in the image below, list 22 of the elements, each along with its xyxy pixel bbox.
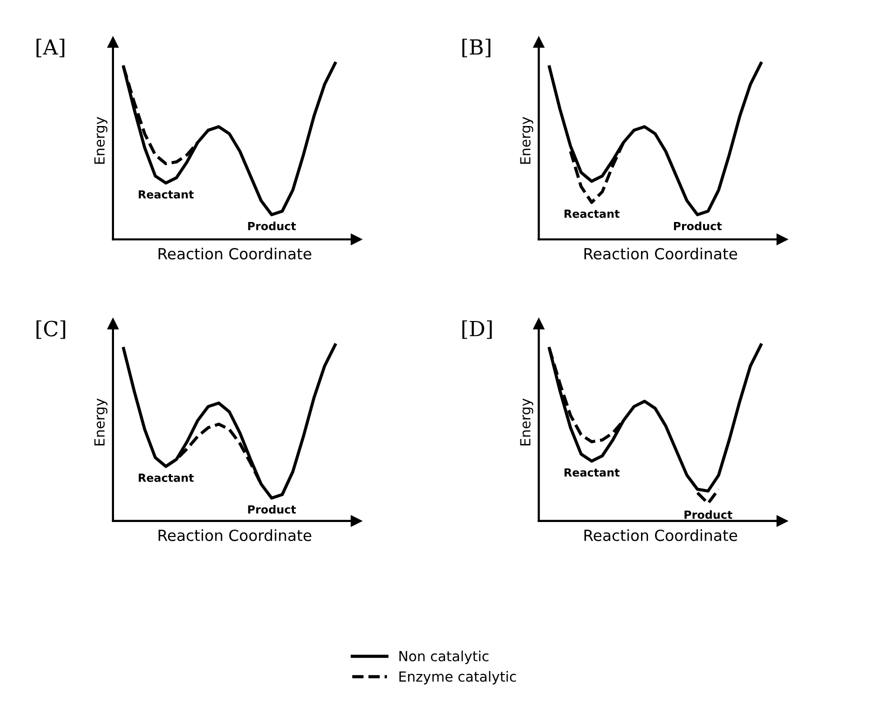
chart-title: [D] xyxy=(462,320,492,339)
x-axis-title: Reaction Coordinate xyxy=(158,248,312,260)
chart-title: [A] xyxy=(36,38,64,58)
x-axis-title: Reaction Coordinate xyxy=(584,248,738,260)
x-axis-title: Reaction Coordinate xyxy=(158,529,312,542)
annotation: Reactant xyxy=(564,468,620,477)
y-axis-title: Energy xyxy=(94,116,108,164)
annotation: Product xyxy=(248,505,296,514)
annotation: Product xyxy=(684,510,732,519)
y-axis-title: Energy xyxy=(520,398,534,446)
annotation: Reactant xyxy=(138,190,194,199)
chart-title: [C] xyxy=(36,320,66,339)
annotation: Reactant xyxy=(564,210,620,218)
annotation: Product xyxy=(248,222,296,230)
legend-label: Non catalytic xyxy=(399,650,488,664)
chart-title: [B] xyxy=(462,38,490,58)
y-axis-title: Energy xyxy=(520,116,534,164)
annotation: Reactant xyxy=(138,474,194,482)
annotation: Product xyxy=(674,222,722,230)
x-axis-title: Reaction Coordinate xyxy=(584,529,738,542)
y-axis-title: Energy xyxy=(94,398,108,446)
legend-label: Enzyme catalytic xyxy=(399,671,516,684)
